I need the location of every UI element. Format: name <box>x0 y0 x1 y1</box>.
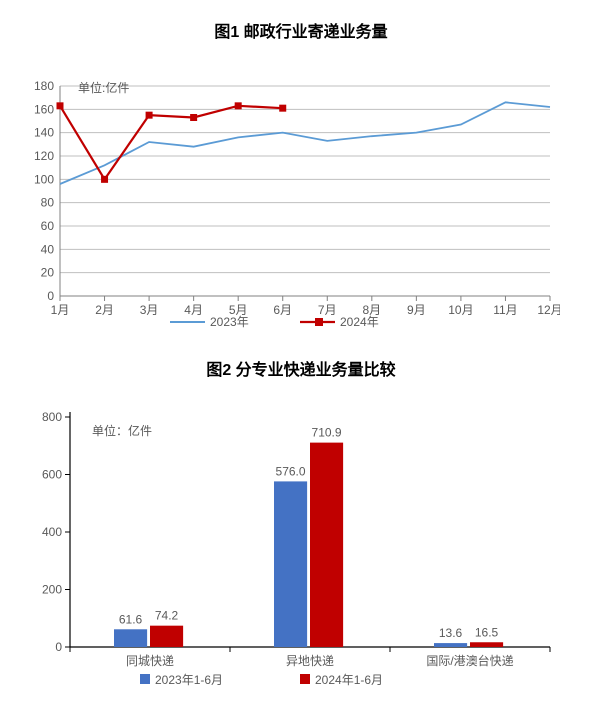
svg-text:6月: 6月 <box>273 303 292 317</box>
svg-text:单位:亿件: 单位:亿件 <box>78 80 129 95</box>
svg-text:单位：亿件: 单位：亿件 <box>92 423 152 438</box>
svg-text:400: 400 <box>42 525 62 539</box>
svg-text:7月: 7月 <box>318 303 337 317</box>
svg-text:74.2: 74.2 <box>155 609 179 623</box>
svg-text:140: 140 <box>34 126 54 140</box>
svg-text:61.6: 61.6 <box>119 612 143 626</box>
chart2-container: 图2 分专业快递业务量比较 0 200 400 600 800 单位：亿件同城快递 61.6… <box>0 356 602 702</box>
svg-text:同城快递: 同城快递 <box>126 654 174 668</box>
svg-text:100: 100 <box>34 172 54 186</box>
svg-text:160: 160 <box>34 102 54 116</box>
svg-text:0: 0 <box>55 640 62 654</box>
svg-text:2024年1-6月: 2024年1-6月 <box>315 673 383 687</box>
svg-text:4月: 4月 <box>184 303 203 317</box>
svg-text:2024年: 2024年 <box>340 315 379 329</box>
svg-text:9月: 9月 <box>407 303 426 317</box>
svg-text:2023年1-6月: 2023年1-6月 <box>155 673 223 687</box>
svg-text:16.5: 16.5 <box>475 625 499 639</box>
svg-text:13.6: 13.6 <box>439 626 463 640</box>
svg-text:12月: 12月 <box>537 303 560 317</box>
svg-text:2月: 2月 <box>95 303 114 317</box>
svg-text:0: 0 <box>47 289 54 303</box>
svg-text:1月: 1月 <box>51 303 70 317</box>
svg-text:10月: 10月 <box>448 303 473 317</box>
svg-text:710.9: 710.9 <box>312 426 342 440</box>
svg-text:800: 800 <box>42 410 62 424</box>
svg-text:异地快递: 异地快递 <box>286 654 334 668</box>
svg-text:200: 200 <box>42 583 62 597</box>
svg-text:40: 40 <box>41 242 55 256</box>
svg-text:20: 20 <box>41 266 55 280</box>
svg-text:国际/港澳台快递: 国际/港澳台快递 <box>426 653 513 668</box>
svg-text:3月: 3月 <box>140 303 159 317</box>
svg-text:80: 80 <box>41 196 55 210</box>
svg-text:2023年: 2023年 <box>210 315 249 329</box>
chart2-title: 图2 分专业快递业务量比较 <box>0 356 602 382</box>
chart1-title: 图1 邮政行业寄递业务量 <box>0 0 602 46</box>
svg-text:576.0: 576.0 <box>276 464 306 478</box>
svg-text:60: 60 <box>41 219 55 233</box>
svg-text:120: 120 <box>34 149 54 163</box>
svg-text:180: 180 <box>34 79 54 93</box>
svg-text:600: 600 <box>42 468 62 482</box>
svg-text:11月: 11月 <box>493 303 517 317</box>
chart1-svg: 0204060801001201401601801月2月3月4月5月6月7月8月… <box>0 46 560 346</box>
chart2-svg: 0 200 400 600 800 单位：亿件同城快递 61.6 74.2 异地快递 576.0 7… <box>0 382 560 702</box>
chart1-container: 图1 邮政行业寄递业务量 0 20 40 60 80 100 120 140 160 180 1月 2… <box>0 0 602 346</box>
